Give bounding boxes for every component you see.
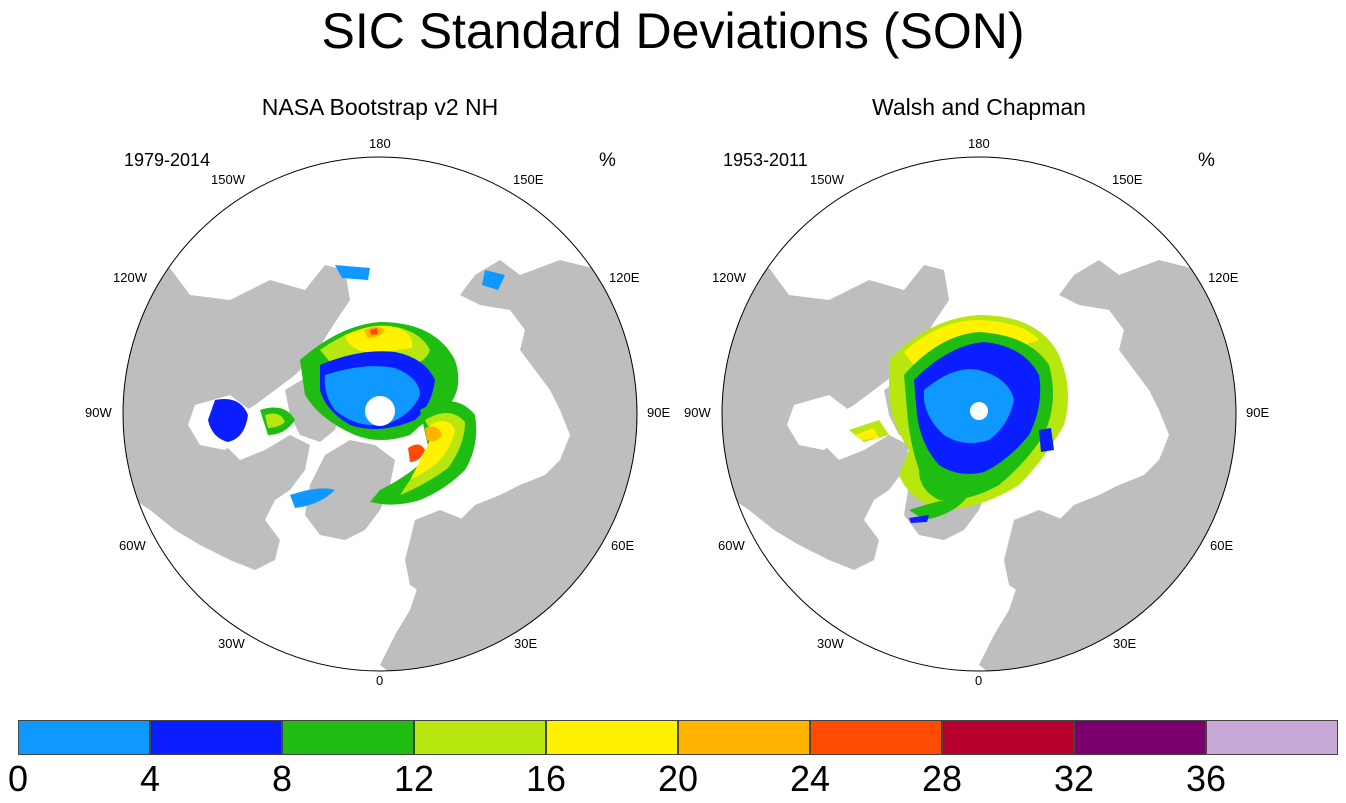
colorbar-swatch: [810, 720, 942, 755]
colorbar: [18, 720, 1338, 755]
panel-nasa-bootstrap: NASA Bootstrap v2 NH 1979-2014 %: [80, 90, 680, 690]
lon-label: 120E: [609, 270, 640, 285]
lon-label: 90W: [85, 405, 112, 420]
lon-label: 60E: [1210, 538, 1234, 553]
lon-label: 30E: [1113, 636, 1137, 651]
lon-label: 150E: [1112, 172, 1143, 187]
colorbar-swatch: [546, 720, 678, 755]
map-boundary: [122, 156, 638, 672]
scandinavia-land: [1004, 510, 1074, 595]
lon-label: 180: [968, 136, 990, 151]
colorbar-swatch: [1074, 720, 1206, 755]
colorbar-tick-label: 24: [789, 758, 831, 799]
lon-label: 120W: [113, 270, 147, 285]
lon-label: 60E: [611, 538, 635, 553]
lon-label: 60W: [119, 538, 146, 553]
lon-label: 30W: [218, 636, 245, 651]
lon-label: 30W: [817, 636, 844, 651]
map-boundary: [721, 156, 1237, 672]
colorbar-tick-label: 8: [271, 758, 293, 799]
lon-label: 150W: [810, 172, 844, 187]
colorbar-swatch: [18, 720, 150, 755]
lon-label: 180: [369, 136, 391, 151]
north-america-land: [123, 265, 350, 570]
main-title: SIC Standard Deviations (SON): [321, 3, 1025, 59]
polar-stereographic-map: [721, 156, 1237, 672]
period-label: 1979-2014: [124, 150, 211, 170]
colorbar-tick-label: 20: [657, 758, 699, 799]
panel-walsh-chapman: Walsh and Chapman 1953-2011 %: [679, 90, 1279, 690]
colorbar-tick-label: 36: [1185, 758, 1227, 799]
colorbar-swatch: [282, 720, 414, 755]
colorbar-tick-label: 0: [7, 758, 29, 799]
lon-label: 90E: [647, 405, 671, 420]
lon-label: 0: [975, 673, 983, 688]
colorbar-tick-label: 32: [1053, 758, 1095, 799]
colorbar-swatch: [150, 720, 282, 755]
lon-label: 0: [376, 673, 384, 688]
colorbar-swatch: [1206, 720, 1338, 755]
unit-label: %: [599, 150, 616, 171]
lon-label: 90E: [1246, 405, 1270, 420]
sea-ice-std-field: [208, 265, 505, 508]
lon-label: 120E: [1208, 270, 1239, 285]
colorbar-swatch: [414, 720, 546, 755]
colorbar-tick-label: 16: [525, 758, 567, 799]
lon-label: 120W: [712, 270, 746, 285]
scandinavia-land: [405, 510, 475, 595]
lon-label: 150W: [211, 172, 245, 187]
hudson-bay: [787, 395, 849, 450]
colorbar-tick-label: 28: [921, 758, 963, 799]
lon-label: 90W: [684, 405, 711, 420]
lon-label: 30E: [514, 636, 538, 651]
polar-stereographic-map: [122, 156, 638, 672]
greenland-land: [305, 440, 395, 540]
unit-label: %: [1198, 150, 1215, 171]
colorbar-tick-label: 12: [393, 758, 435, 799]
panel-title: Walsh and Chapman: [872, 94, 1086, 120]
colorbar-swatch: [678, 720, 810, 755]
north-america-land: [722, 265, 949, 570]
panel-title: NASA Bootstrap v2 NH: [261, 94, 499, 120]
lon-label: 60W: [718, 538, 745, 553]
colorbar-swatch: [942, 720, 1074, 755]
period-label: 1953-2011: [723, 150, 808, 170]
colorbar-tick-label: 4: [139, 758, 161, 799]
sea-ice-std-field: [849, 315, 1068, 523]
lon-label: 150E: [513, 172, 544, 187]
